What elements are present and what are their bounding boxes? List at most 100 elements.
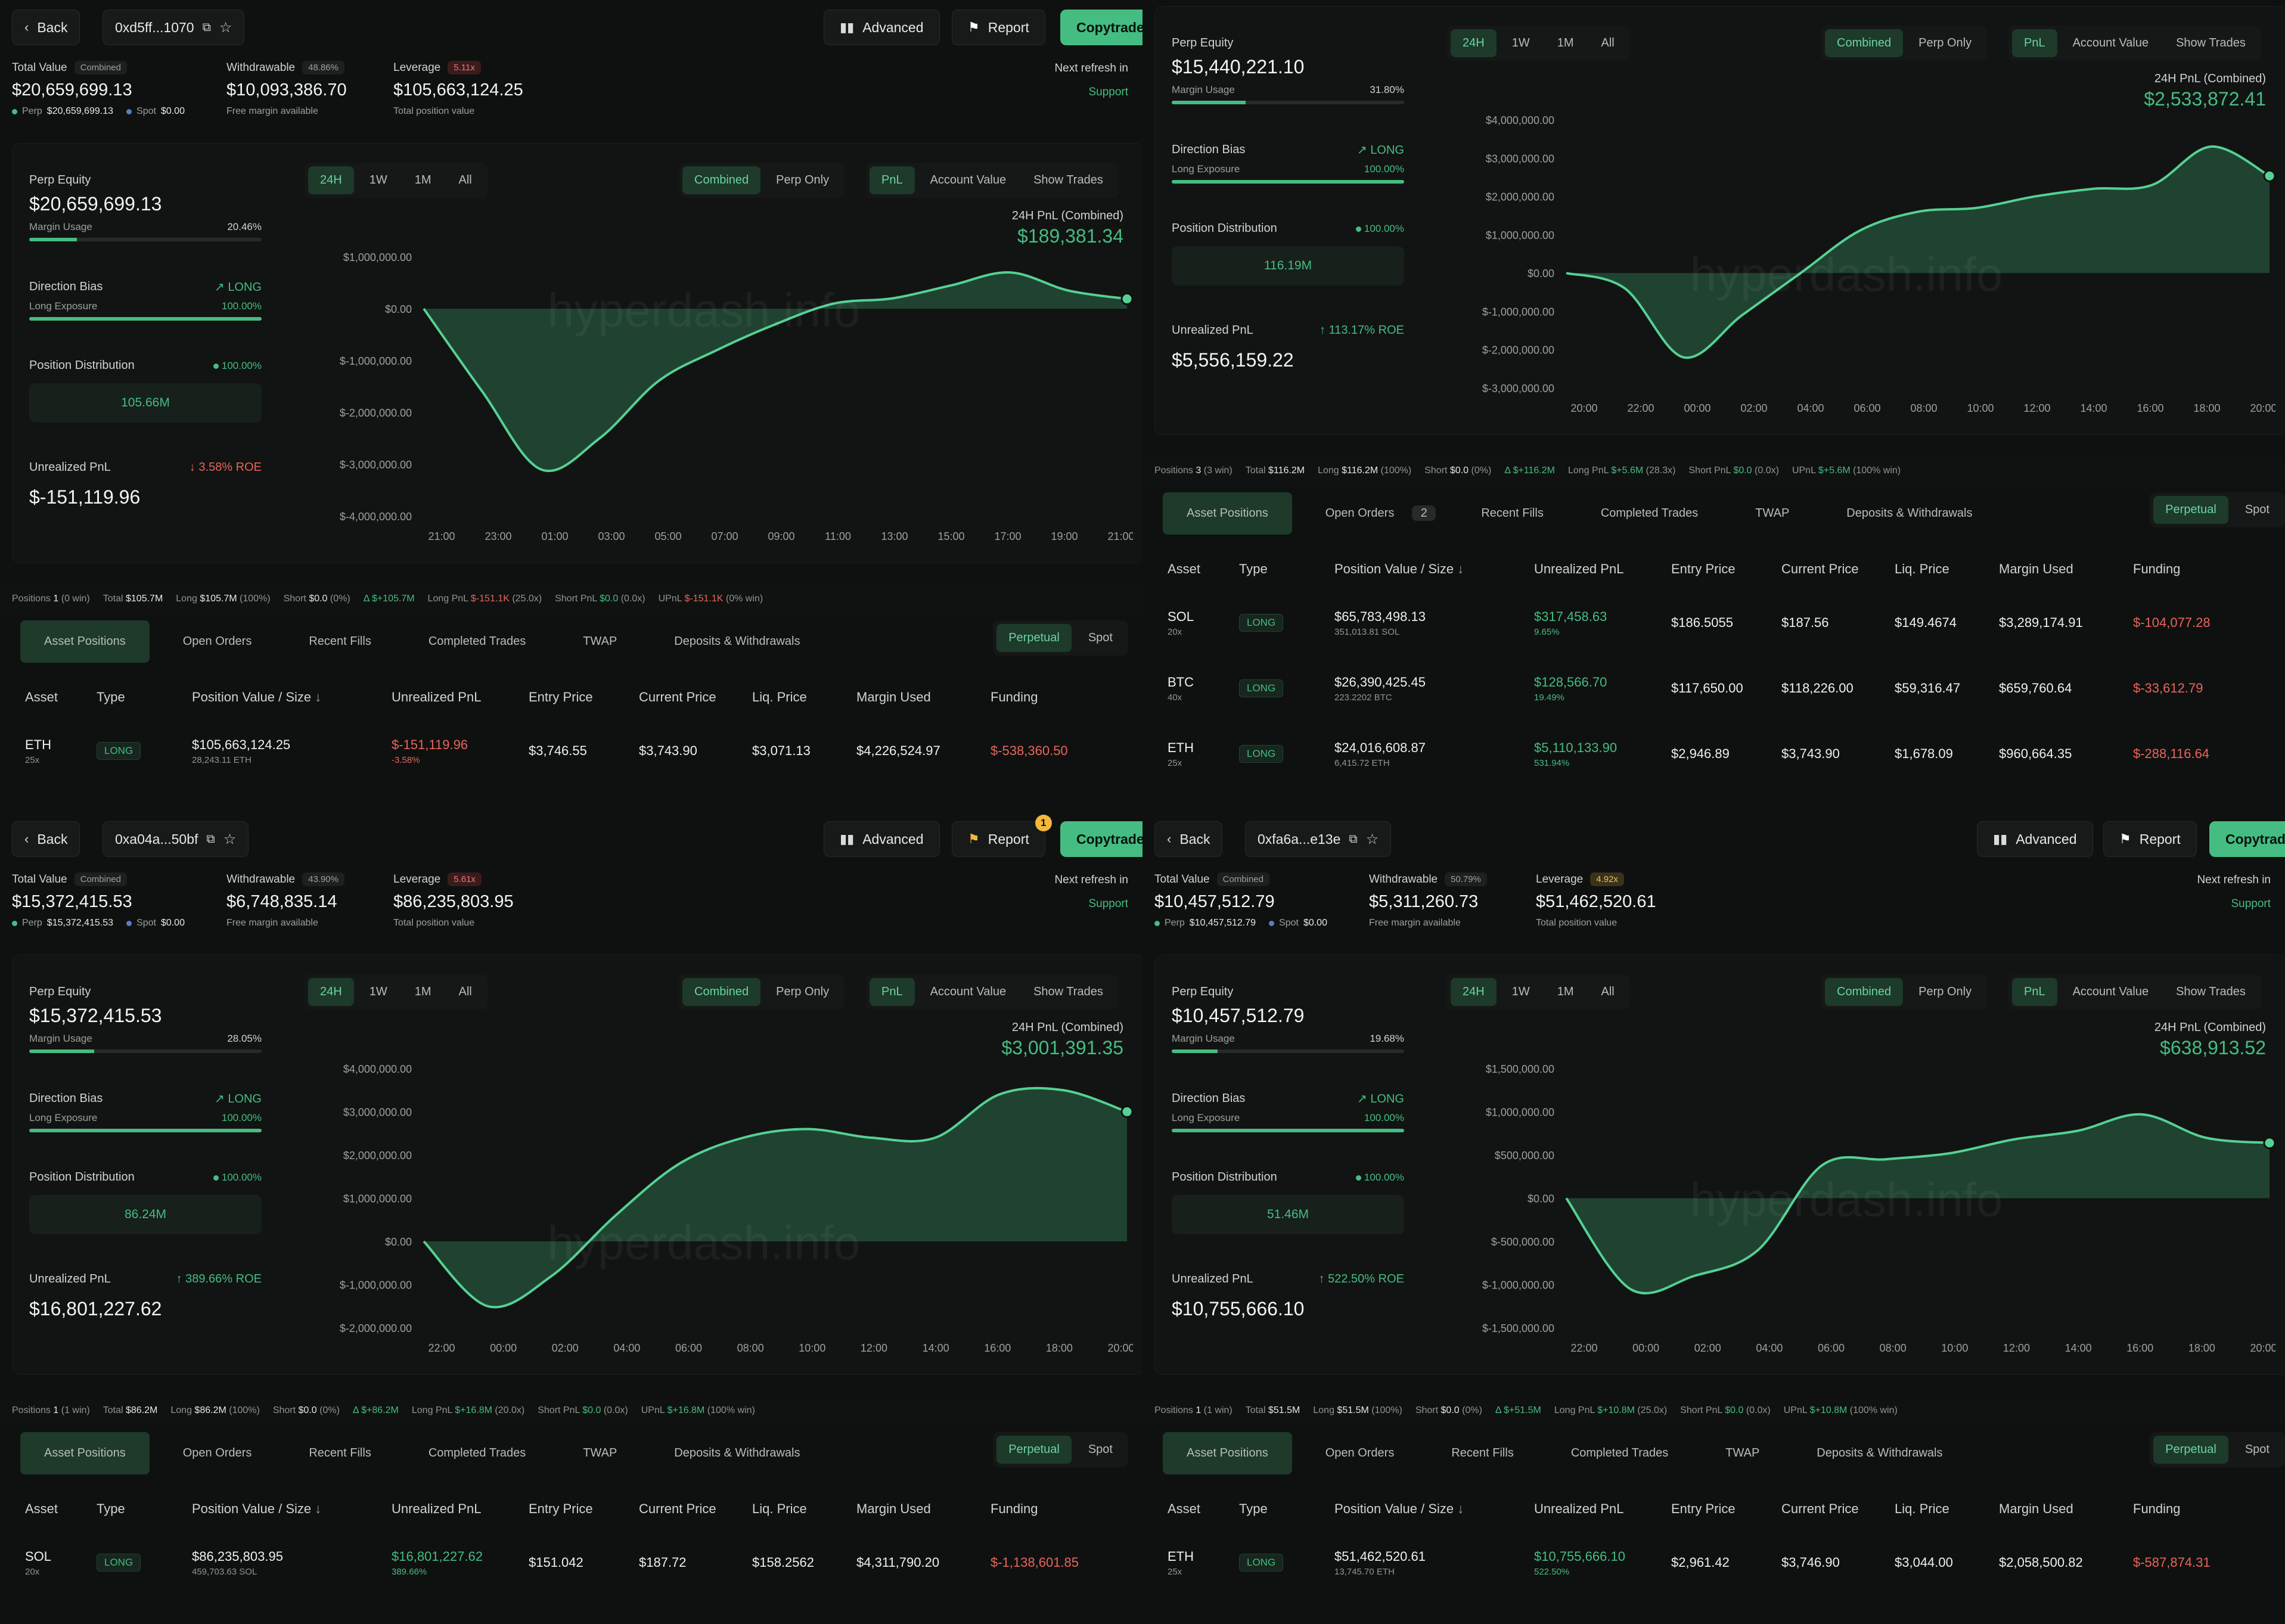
sort-down-icon[interactable]: ↓ <box>315 690 322 704</box>
back-button[interactable]: ‹ Back <box>12 10 80 45</box>
range-24h[interactable]: 24H <box>1451 978 1497 1006</box>
column-header[interactable]: Position Value / Size ↓ <box>1334 548 1534 590</box>
copy-icon[interactable]: ⧉ <box>1349 832 1358 846</box>
spot-toggle[interactable]: Spot <box>2244 503 2270 516</box>
tab-4[interactable]: TWAP <box>1731 492 1813 535</box>
distribution-block[interactable]: 116.19M <box>1172 246 1404 285</box>
report-button[interactable]: ⚑ Report <box>2103 821 2197 857</box>
tab-4[interactable]: TWAP <box>1702 1432 1783 1474</box>
range-all[interactable]: All <box>458 985 472 998</box>
back-button[interactable]: ‹ Back <box>1154 821 1223 857</box>
table-row[interactable]: SOL 20x LONG $65,783,498.13 351,013.81 SOL $3… <box>1168 590 2228 656</box>
tab-2[interactable]: Recent Fills <box>1427 1432 1537 1474</box>
spot-toggle[interactable]: Spot <box>2244 1443 2270 1456</box>
view-0[interactable]: PnL <box>870 166 915 194</box>
perpetual-toggle[interactable]: Perpetual <box>996 624 1072 652</box>
mode-1[interactable]: Perp Only <box>776 173 830 187</box>
tab-4[interactable]: TWAP <box>559 620 641 663</box>
wallet-address[interactable]: 0xfa6a...e13e ⧉ ☆ <box>1245 821 1392 857</box>
table-row[interactable]: ETH 25x LONG $24,016,608.87 6,415.72 ETH $5,1… <box>1168 721 2228 787</box>
mode-1[interactable]: Perp Only <box>1918 36 1972 49</box>
range-1m[interactable]: 1M <box>414 985 431 998</box>
range-24h[interactable]: 24H <box>308 166 354 194</box>
tab-3[interactable]: Completed Trades <box>405 1432 549 1474</box>
range-1w[interactable]: 1W <box>1511 36 1530 49</box>
report-button[interactable]: ⚑ Report 1 <box>952 815 1052 857</box>
view-0[interactable]: PnL <box>870 978 915 1006</box>
copytrade-button[interactable]: Copytrade <box>1060 10 1142 45</box>
advanced-button[interactable]: ▮▮ Advanced <box>824 821 940 857</box>
perpetual-toggle[interactable]: Perpetual <box>2153 496 2228 524</box>
distribution-block[interactable]: 51.46M <box>1172 1195 1404 1234</box>
support-link[interactable]: Support <box>1088 86 1128 98</box>
range-1m[interactable]: 1M <box>1557 985 1574 998</box>
mode-0[interactable]: Combined <box>682 978 761 1006</box>
asset-name[interactable]: ETH <box>1168 740 1194 755</box>
column-header[interactable]: Position Value / Size ↓ <box>192 1488 392 1530</box>
sort-down-icon[interactable]: ↓ <box>315 1501 322 1516</box>
perpetual-toggle[interactable]: Perpetual <box>996 1436 1072 1464</box>
view-1[interactable]: Account Value <box>2072 985 2149 998</box>
mode-0[interactable]: Combined <box>1825 978 1904 1006</box>
advanced-button[interactable]: ▮▮ Advanced <box>1977 821 2093 857</box>
asset-name[interactable]: SOL <box>1168 608 1194 624</box>
star-icon[interactable]: ☆ <box>219 19 232 36</box>
show-trades-toggle[interactable]: Show Trades <box>1033 985 1103 998</box>
tab-5[interactable]: Deposits & Withdrawals <box>650 620 824 663</box>
copy-icon[interactable]: ⧉ <box>206 832 215 846</box>
show-trades-toggle[interactable]: Show Trades <box>1033 173 1103 187</box>
tab-1[interactable]: Open Orders <box>159 620 276 663</box>
sort-down-icon[interactable]: ↓ <box>1457 561 1464 576</box>
spot-toggle[interactable]: Spot <box>1088 1443 1113 1456</box>
mode-0[interactable]: Combined <box>682 166 761 194</box>
tab-5[interactable]: Deposits & Withdrawals <box>1823 492 1996 535</box>
view-1[interactable]: Account Value <box>930 173 1007 187</box>
table-row[interactable]: ETH 25x LONG $51,462,520.61 13,745.70 ETH $10… <box>1168 1530 2228 1595</box>
distribution-block[interactable]: 86.24M <box>29 1195 262 1234</box>
wallet-address[interactable]: 0xd5ff...1070 ⧉ ☆ <box>103 10 245 45</box>
tab-2[interactable]: Recent Fills <box>285 1432 395 1474</box>
tab-3[interactable]: Completed Trades <box>1547 1432 1692 1474</box>
tab-0[interactable]: Asset Positions <box>1163 492 1292 535</box>
tab-5[interactable]: Deposits & Withdrawals <box>650 1432 824 1474</box>
mode-1[interactable]: Perp Only <box>1918 985 1972 998</box>
tab-3[interactable]: Completed Trades <box>405 620 549 663</box>
range-1w[interactable]: 1W <box>1511 985 1530 998</box>
tab-5[interactable]: Deposits & Withdrawals <box>1793 1432 1966 1474</box>
spot-toggle[interactable]: Spot <box>1088 631 1113 644</box>
range-all[interactable]: All <box>458 173 472 187</box>
mode-0[interactable]: Combined <box>1825 29 1904 57</box>
star-icon[interactable]: ☆ <box>223 831 237 847</box>
tab-1[interactable]: Open Orders <box>1302 1432 1418 1474</box>
tab-0[interactable]: Asset Positions <box>1163 1432 1292 1474</box>
tab-4[interactable]: TWAP <box>559 1432 641 1474</box>
perpetual-toggle[interactable]: Perpetual <box>2153 1436 2228 1464</box>
show-trades-toggle[interactable]: Show Trades <box>2176 985 2246 998</box>
view-0[interactable]: PnL <box>2012 978 2057 1006</box>
tab-2[interactable]: Recent Fills <box>285 620 395 663</box>
range-24h[interactable]: 24H <box>308 978 354 1006</box>
view-1[interactable]: Account Value <box>930 985 1007 998</box>
asset-name[interactable]: ETH <box>1168 1548 1194 1564</box>
tab-2[interactable]: Recent Fills <box>1457 492 1567 535</box>
star-icon[interactable]: ☆ <box>1365 831 1379 847</box>
copy-icon[interactable]: ⧉ <box>202 20 211 34</box>
tab-3[interactable]: Completed Trades <box>1577 492 1722 535</box>
pnl-chart[interactable]: $1,500,000.00 $1,000,000.00 $500,000.00 $0.… <box>1417 1063 2275 1358</box>
view-0[interactable]: PnL <box>2012 29 2057 57</box>
range-1m[interactable]: 1M <box>414 173 431 187</box>
pnl-chart[interactable]: $4,000,000.00 $3,000,000.00 $2,000,000.00 $… <box>1417 114 2275 418</box>
range-1w[interactable]: 1W <box>369 173 387 187</box>
pnl-chart[interactable]: $1,000,000.00 $0.00 $-1,000,000.00 $-2,000,… <box>275 251 1133 546</box>
tab-0[interactable]: Asset Positions <box>20 1432 150 1474</box>
view-1[interactable]: Account Value <box>2072 36 2149 49</box>
distribution-block[interactable]: 105.66M <box>29 383 262 423</box>
range-24h[interactable]: 24H <box>1451 29 1497 57</box>
column-header[interactable]: Position Value / Size ↓ <box>192 676 392 718</box>
sort-down-icon[interactable]: ↓ <box>1457 1501 1464 1516</box>
table-row[interactable]: ETH 25x LONG $105,663,124.25 28,243.11 ETH $-… <box>25 718 1086 784</box>
tab-1[interactable]: Open Orders 2 <box>1302 492 1448 535</box>
support-link[interactable]: Support <box>2231 898 2271 910</box>
column-header[interactable]: Position Value / Size ↓ <box>1334 1488 1534 1530</box>
tab-1[interactable]: Open Orders <box>159 1432 276 1474</box>
